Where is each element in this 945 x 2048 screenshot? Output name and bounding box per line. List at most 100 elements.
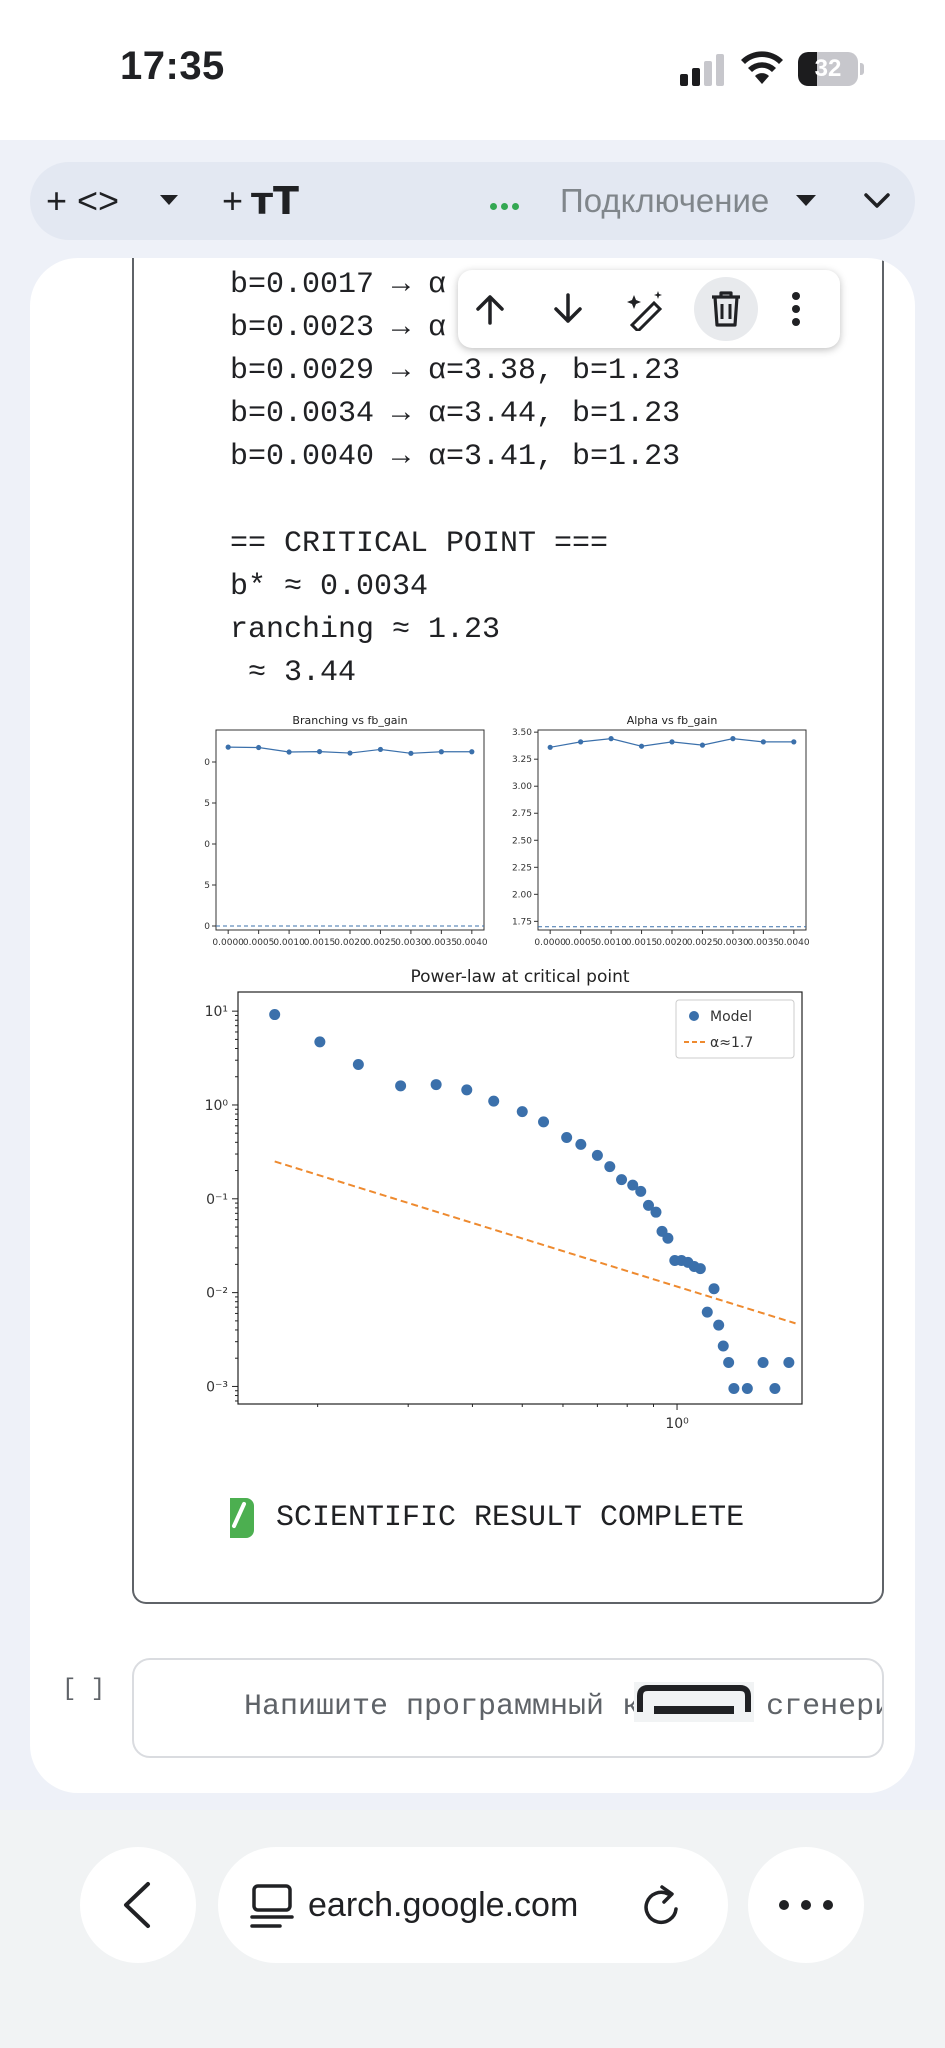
data-point xyxy=(256,744,262,751)
plot-frame xyxy=(537,729,807,931)
data-point xyxy=(662,1232,674,1244)
data-point xyxy=(638,743,645,749)
x-tick-label: 0.0030 xyxy=(395,938,427,948)
x-tick-label: 0.0010 xyxy=(595,938,627,948)
plot-frame xyxy=(215,729,485,931)
data-point xyxy=(488,1095,500,1107)
x-tick-label: 0.0020 xyxy=(656,938,688,948)
data-point xyxy=(578,739,584,745)
data-point xyxy=(286,749,292,755)
code-input-cell[interactable]: Напишите программный код или сгенерируйт… xyxy=(132,1658,884,1758)
add-code-button[interactable]: + <> xyxy=(46,162,119,240)
data-point xyxy=(225,744,231,750)
alpha-chart: Alpha vs fb_gain 0.00000.00050.00100.0015… xyxy=(512,714,810,948)
data-point xyxy=(635,1185,647,1197)
x-tick-label: 0.0015 xyxy=(304,938,336,948)
data-point xyxy=(730,736,736,742)
y-tick-label: 1.75 xyxy=(512,917,532,927)
data-point xyxy=(627,1179,639,1191)
data-point xyxy=(669,739,675,745)
output-line: b=0.0017 → α xyxy=(230,268,447,302)
data-point xyxy=(604,1161,616,1173)
cell-toolbar xyxy=(458,270,840,348)
y-tick-label: 5 xyxy=(204,799,210,809)
data-point xyxy=(760,739,766,745)
data-point xyxy=(461,1084,473,1096)
status-bar: 17:35 32 xyxy=(0,0,945,140)
connection-status-icon xyxy=(490,197,523,215)
move-down-button[interactable] xyxy=(536,270,600,348)
delete-button-highlight xyxy=(694,277,758,341)
data-point xyxy=(395,1080,407,1092)
data-point xyxy=(538,1116,550,1128)
y-tick-label: 3.25 xyxy=(512,755,532,765)
address-bar[interactable]: earch.google.com xyxy=(218,1847,728,1963)
data-point xyxy=(717,1340,729,1352)
y-tick-label: 2.50 xyxy=(512,836,532,846)
x-tick-label: 0.0005 xyxy=(243,938,275,948)
data-point xyxy=(561,1132,573,1144)
x-tick-label: 0.0005 xyxy=(565,938,597,948)
x-tick-label: 0.0010 xyxy=(273,938,305,948)
connection-status[interactable]: Подключение xyxy=(560,182,770,219)
output-line: b=0.0029 → α=3.38, b=1.23 xyxy=(230,354,681,388)
x-tick-label: 0.0040 xyxy=(456,938,488,948)
data-point xyxy=(694,1263,706,1275)
generate-code-icon[interactable] xyxy=(634,1682,754,1722)
data-point xyxy=(708,1283,720,1295)
page-format-icon[interactable] xyxy=(250,1883,294,1929)
output-line: b=0.0040 → α=3.41, b=1.23 xyxy=(230,440,681,474)
data-point xyxy=(757,1356,769,1368)
battery-level: 32 xyxy=(814,55,842,82)
output-line: b=0.0034 → α=3.44, b=1.23 xyxy=(230,397,681,431)
data-point xyxy=(769,1383,781,1395)
output-line: ≈ 3.44 xyxy=(230,656,357,690)
edit-ai-button[interactable] xyxy=(614,270,678,348)
data-point xyxy=(783,1356,795,1368)
connection-dropdown-icon[interactable] xyxy=(794,192,818,208)
delete-cell-button[interactable] xyxy=(694,270,758,348)
data-point xyxy=(430,1079,442,1091)
data-point xyxy=(408,750,414,756)
status-time: 17:35 xyxy=(120,44,225,88)
critical-header: == CRITICAL POINT === xyxy=(230,527,609,561)
more-options-button[interactable] xyxy=(764,270,828,348)
reload-icon[interactable] xyxy=(640,1885,684,1929)
x-tick-label: 0.0015 xyxy=(626,938,658,948)
y-tick-label: 10¹ xyxy=(205,1004,228,1020)
result-status: SCIENTIFIC RESULT COMPLETE xyxy=(230,1498,744,1538)
y-tick-label: 0 xyxy=(204,758,210,768)
arrow-down-icon xyxy=(554,293,582,323)
data-point xyxy=(352,1059,364,1071)
more-horiz-icon xyxy=(779,1900,833,1910)
data-point xyxy=(713,1319,725,1331)
x-tick-label: 0.0040 xyxy=(778,938,810,948)
collapse-chevron-icon[interactable] xyxy=(862,186,892,216)
battery-icon: 32 xyxy=(798,52,864,86)
legend-box xyxy=(675,999,795,1059)
x-tick-label: 0.0035 xyxy=(748,938,780,948)
output-line: b* ≈ 0.0034 xyxy=(230,570,429,604)
chart-title: Alpha vs fb_gain xyxy=(627,714,718,727)
cellular-signal-icon xyxy=(680,54,724,86)
y-tick-label: 3.00 xyxy=(512,782,532,792)
data-point xyxy=(701,1306,713,1318)
chevron-down-icon[interactable] xyxy=(158,192,180,208)
data-point xyxy=(438,749,444,755)
chart-title: Branching vs fb_gain xyxy=(292,714,407,727)
data-point xyxy=(347,750,353,756)
add-text-button[interactable]: + тТ xyxy=(222,162,299,240)
wifi-icon xyxy=(741,51,783,84)
output-line: b=0.0023 → α xyxy=(230,311,447,345)
back-button[interactable] xyxy=(80,1847,196,1963)
chevron-left-icon xyxy=(124,1882,150,1928)
cell-run-indicator[interactable]: [ ] xyxy=(62,1676,106,1703)
x-tick-label: 0.0020 xyxy=(334,938,366,948)
data-point xyxy=(575,1138,587,1150)
move-up-button[interactable] xyxy=(458,270,522,348)
more-menu-button[interactable] xyxy=(748,1847,864,1963)
y-tick-label: 5 xyxy=(204,881,210,891)
fit-line xyxy=(274,1160,796,1325)
more-vert-icon xyxy=(792,292,800,326)
data-point xyxy=(650,1206,662,1218)
